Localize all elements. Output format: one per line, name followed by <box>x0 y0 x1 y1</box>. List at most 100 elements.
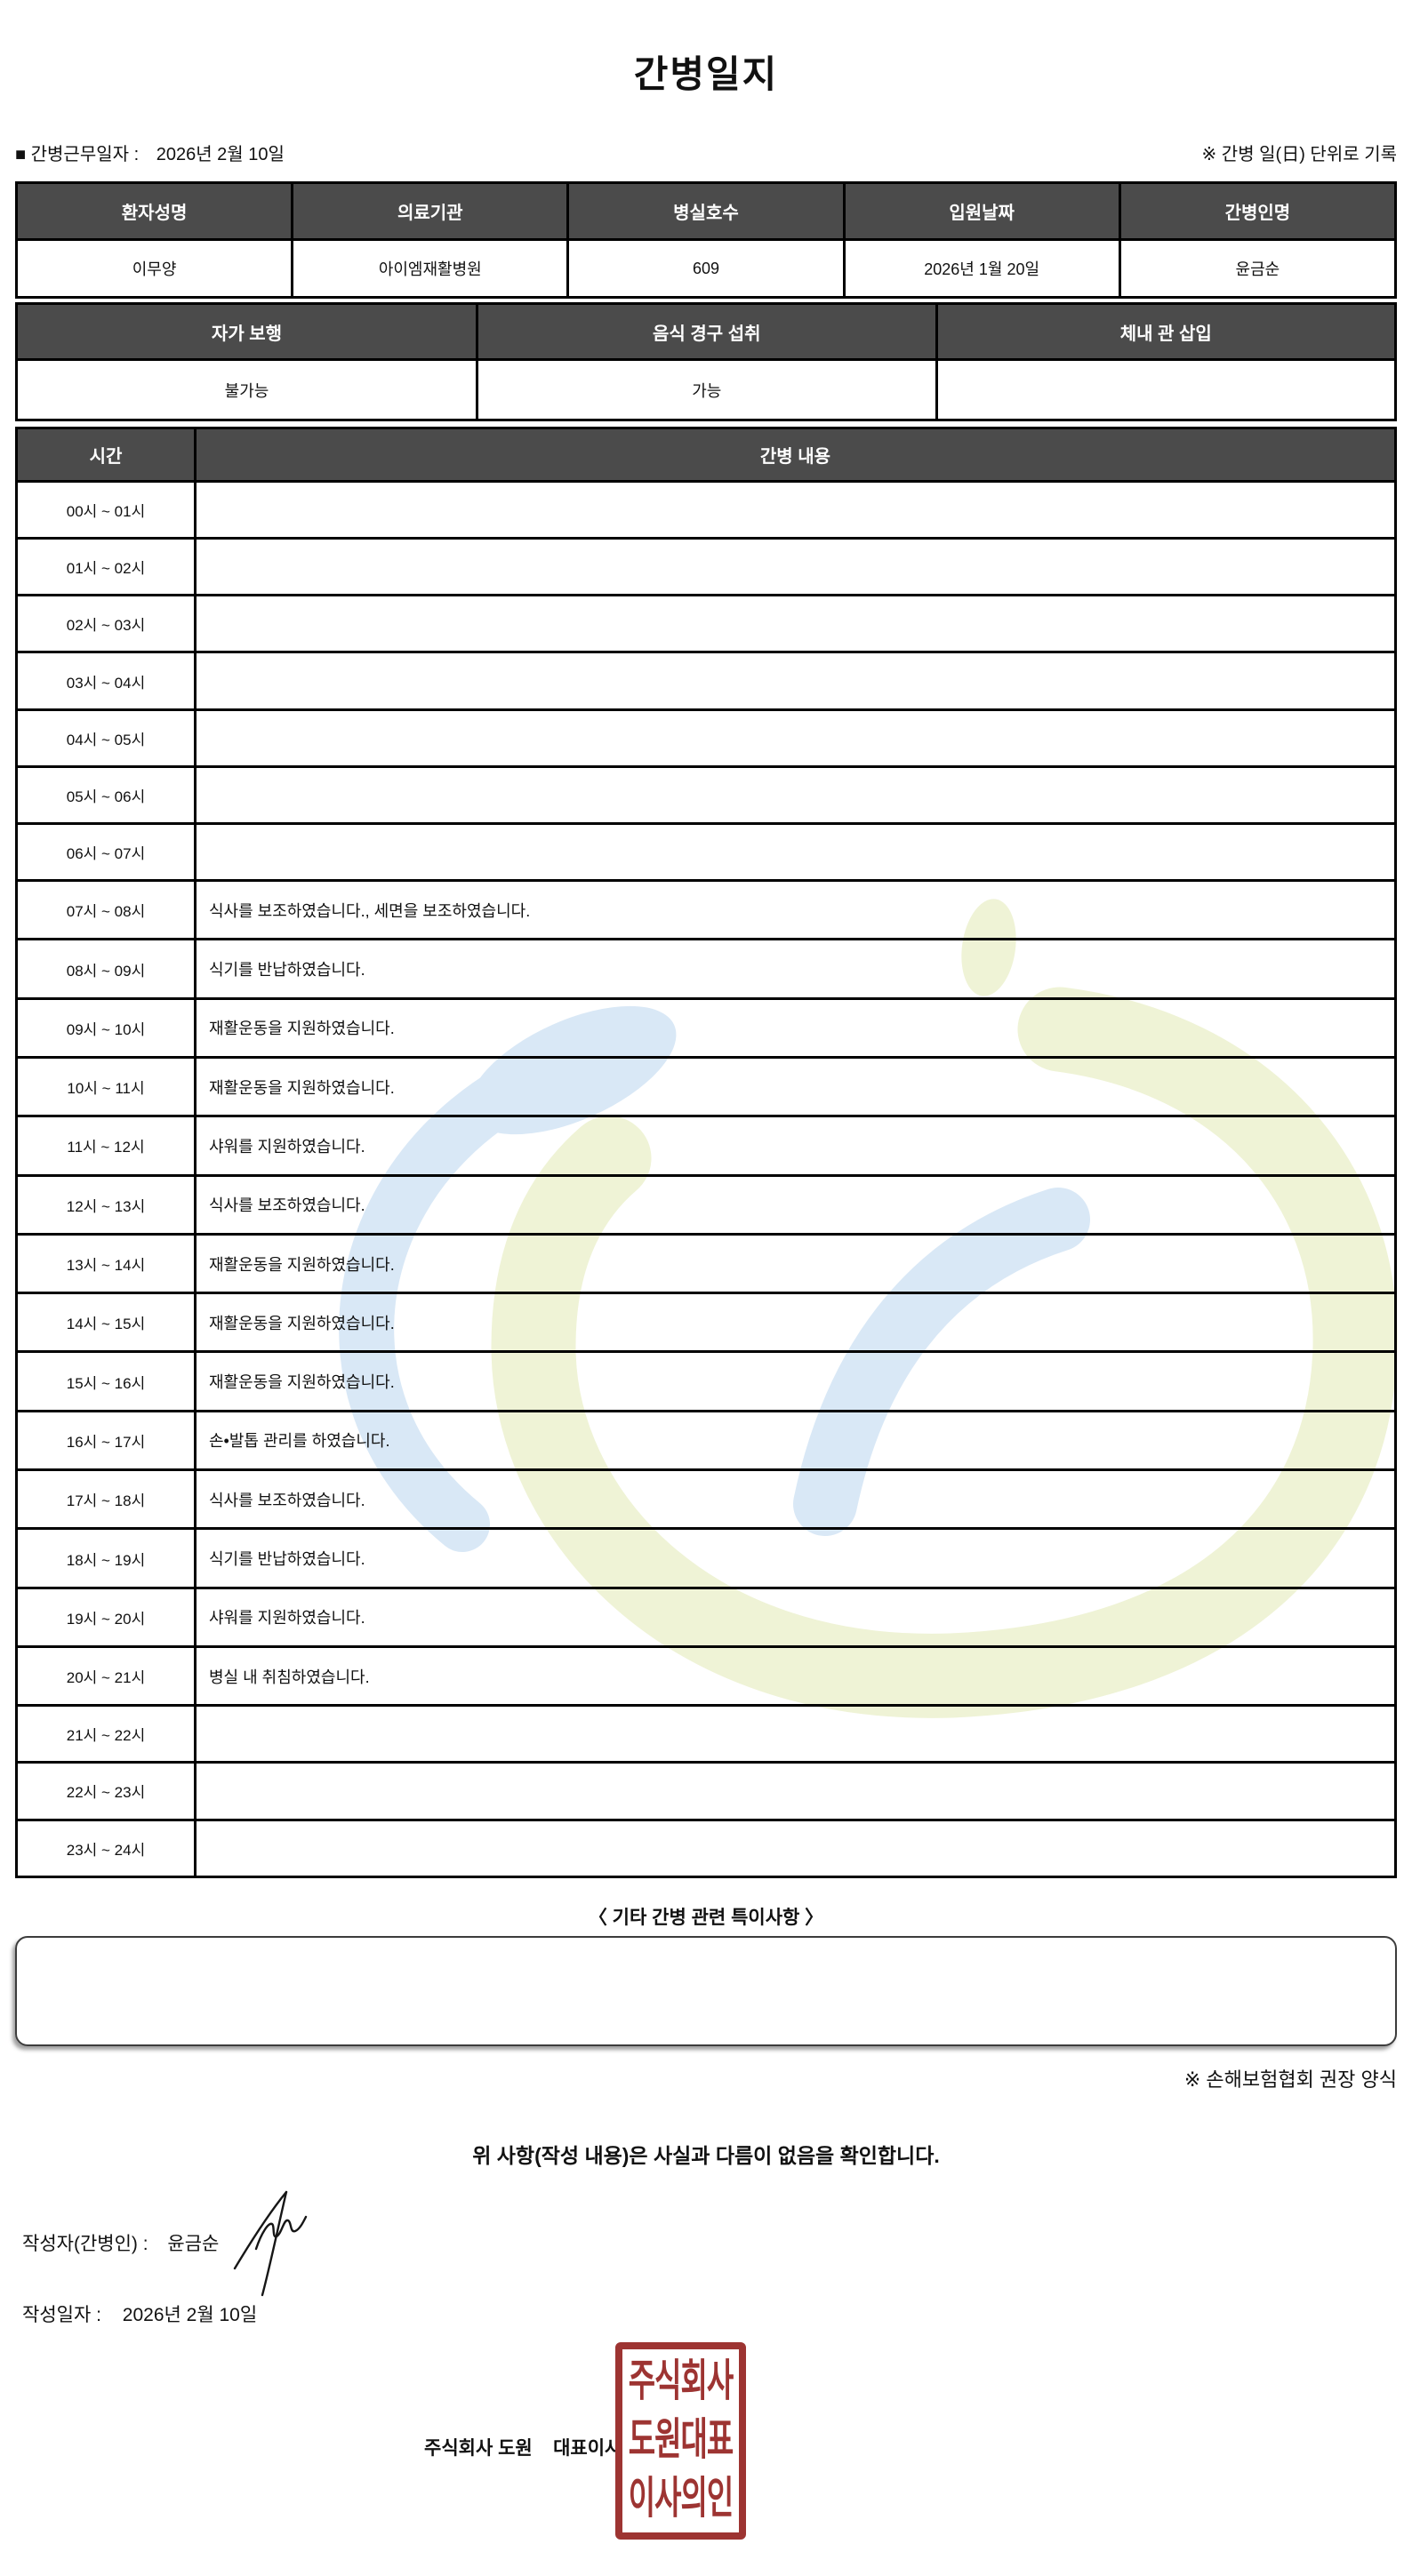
log-row: 07시 ~ 08시 식사를 보조하였습니다., 세면을 보조하였습니다. <box>15 879 1397 941</box>
status-header-cell: 체내 관 삽입 <box>935 302 1397 361</box>
log-content-cell <box>194 479 1397 540</box>
log-time-cell: 18시 ~ 19시 <box>15 1527 197 1589</box>
writer-line: 작성자(간병인) : 윤금순 <box>22 2229 219 2256</box>
log-time-cell: 06시 ~ 07시 <box>15 821 197 883</box>
room-number-cell: 609 <box>566 238 846 299</box>
log-content-cell <box>194 821 1397 883</box>
log-time-cell: 02시 ~ 03시 <box>15 594 197 654</box>
patient-header-cell: 입원날짜 <box>842 181 1121 241</box>
time-header-cell: 시간 <box>15 427 197 483</box>
status-header-cell: 음식 경구 섭취 <box>476 302 938 361</box>
log-row: 16시 ~ 17시 손•발톱 관리를 하였습니다. <box>15 1409 1397 1472</box>
log-row: 12시 ~ 13시 식사를 보조하였습니다. <box>15 1173 1397 1236</box>
log-content-cell: 샤워를 지원하였습니다. <box>194 1586 1397 1648</box>
walking-status-cell: 불가능 <box>14 358 479 421</box>
log-content-cell <box>194 764 1397 825</box>
care-log-table: 시간 간병 내용 00시 ~ 01시 01시 ~ 02시 02시 ~ 03시 03시 … <box>15 427 1397 1879</box>
patient-header-cell: 환자성명 <box>14 181 294 241</box>
admission-date-cell: 2026년 1월 20일 <box>842 238 1121 299</box>
write-date-label: 작성일자 : <box>22 2305 101 2325</box>
hospital-cell: 아이엠재활병원 <box>291 238 570 299</box>
log-row: 09시 ~ 10시 재활운동을 지원하였습니다. <box>15 996 1397 1059</box>
status-header-cell: 자가 보행 <box>14 302 479 361</box>
stamp-text-line: 이사의인 <box>628 2476 734 2524</box>
log-time-cell: 15시 ~ 16시 <box>15 1350 197 1412</box>
log-time-cell: 17시 ~ 18시 <box>15 1468 197 1531</box>
stamp-text-line: 도원대표 <box>628 2417 734 2465</box>
log-row: 20시 ~ 21시 병실 내 취침하였습니다. <box>15 1644 1397 1708</box>
log-row: 10시 ~ 11시 재활운동을 지원하였습니다. <box>15 1055 1397 1118</box>
write-date-line: 작성일자 : 2026년 2월 10일 <box>22 2300 257 2327</box>
log-content-cell: 재활운동을 지원하였습니다. <box>194 1292 1397 1354</box>
log-content-cell <box>194 651 1397 711</box>
log-time-cell: 16시 ~ 17시 <box>15 1409 197 1472</box>
log-content-cell: 식기를 반납하였습니다. <box>194 938 1397 1000</box>
work-date: ■ 간병근무일자 : 2026년 2월 10일 <box>15 140 285 165</box>
log-row: 05시 ~ 06시 <box>15 764 1397 825</box>
tube-insertion-cell <box>935 358 1397 421</box>
log-row: 06시 ~ 07시 <box>15 821 1397 883</box>
work-date-value: 2026년 2월 10일 <box>156 145 285 164</box>
patient-info-table: 환자성명 의료기관 병실호수 입원날짜 간병인명 이무양 아이엠재활병원 609… <box>14 181 1398 299</box>
log-content-cell <box>194 708 1397 768</box>
signature-scribble <box>233 2190 308 2297</box>
log-row: 21시 ~ 22시 <box>15 1704 1397 1764</box>
log-content-cell: 재활운동을 지원하였습니다. <box>194 1350 1397 1412</box>
log-time-cell: 00시 ~ 01시 <box>15 479 197 540</box>
log-content-cell: 식사를 보조하였습니다. <box>194 1468 1397 1531</box>
log-row: 22시 ~ 23시 <box>15 1761 1397 1821</box>
log-row: 03시 ~ 04시 <box>15 651 1397 711</box>
log-content-cell: 재활운동을 지원하였습니다. <box>194 996 1397 1059</box>
log-time-cell: 07시 ~ 08시 <box>15 879 197 941</box>
patient-header-cell: 병실호수 <box>566 181 846 241</box>
patient-status-table: 자가 보행 음식 경구 섭취 체내 관 삽입 불가능 가능 <box>14 302 1397 421</box>
log-content-cell <box>194 1761 1397 1821</box>
log-time-cell: 13시 ~ 14시 <box>15 1232 197 1295</box>
log-row: 17시 ~ 18시 식사를 보조하였습니다. <box>15 1468 1397 1531</box>
log-header-row: 시간 간병 내용 <box>15 427 1397 483</box>
work-date-label: ■ 간병근무일자 : <box>15 145 140 164</box>
log-content-cell <box>194 1704 1397 1764</box>
patient-header-cell: 간병인명 <box>1118 181 1398 241</box>
writer-label: 작성자(간병인) : <box>22 2234 148 2254</box>
notes-heading: 〈 기타 간병 관련 특이사항 〉 <box>588 1908 824 1928</box>
log-content-cell: 식사를 보조하였습니다. <box>194 1173 1397 1236</box>
notes-box <box>15 1936 1397 2046</box>
patient-name-cell: 이무양 <box>14 238 294 299</box>
log-time-cell: 01시 ~ 02시 <box>15 537 197 597</box>
unit-note: ※ 간병 일(日) 단위로 기록 <box>1201 145 1397 164</box>
log-row: 19시 ~ 20시 샤워를 지원하였습니다. <box>15 1586 1397 1648</box>
log-time-cell: 04시 ~ 05시 <box>15 708 197 768</box>
log-content-cell: 병실 내 취침하였습니다. <box>194 1644 1397 1708</box>
log-content-cell: 식기를 반납하였습니다. <box>194 1527 1397 1589</box>
stamp-text-line: 주식회사 <box>628 2358 734 2406</box>
log-time-cell: 23시 ~ 24시 <box>15 1818 197 1879</box>
log-row: 23시 ~ 24시 <box>15 1818 1397 1879</box>
log-row: 13시 ~ 14시 재활운동을 지원하였습니다. <box>15 1232 1397 1295</box>
oral-intake-cell: 가능 <box>476 358 938 421</box>
log-row: 02시 ~ 03시 <box>15 594 1397 654</box>
log-row: 01시 ~ 02시 <box>15 537 1397 597</box>
page-title: 간병일지 <box>633 53 779 95</box>
log-row: 08시 ~ 09시 식기를 반납하였습니다. <box>15 938 1397 1000</box>
log-row: 04시 ~ 05시 <box>15 708 1397 768</box>
log-time-cell: 11시 ~ 12시 <box>15 1115 197 1177</box>
log-time-cell: 05시 ~ 06시 <box>15 764 197 825</box>
log-time-cell: 08시 ~ 09시 <box>15 938 197 1000</box>
log-content-cell: 재활운동을 지원하였습니다. <box>194 1055 1397 1118</box>
log-row: 14시 ~ 15시 재활운동을 지원하였습니다. <box>15 1292 1397 1354</box>
company-ceo-line: 주식회사 도원 대표이사 <box>424 2438 622 2459</box>
log-time-cell: 20시 ~ 21시 <box>15 1644 197 1708</box>
confirmation-statement: 위 사항(작성 내용)은 사실과 다름이 없음을 확인합니다. <box>472 2144 940 2167</box>
log-content-cell: 식사를 보조하였습니다., 세면을 보조하였습니다. <box>194 879 1397 941</box>
log-content-cell <box>194 537 1397 597</box>
log-content-cell: 손•발톱 관리를 하였습니다. <box>194 1409 1397 1472</box>
log-time-cell: 10시 ~ 11시 <box>15 1055 197 1118</box>
status-header-row: 자가 보행 음식 경구 섭취 체내 관 삽입 <box>14 302 1397 361</box>
patient-header-row: 환자성명 의료기관 병실호수 입원날짜 간병인명 <box>14 181 1398 241</box>
log-content-cell: 샤워를 지원하였습니다. <box>194 1115 1397 1177</box>
log-row: 15시 ~ 16시 재활운동을 지원하였습니다. <box>15 1350 1397 1412</box>
meta-line: ■ 간병근무일자 : 2026년 2월 10일 ※ 간병 일(日) 단위로 기록 <box>15 140 1397 165</box>
log-time-cell: 12시 ~ 13시 <box>15 1173 197 1236</box>
